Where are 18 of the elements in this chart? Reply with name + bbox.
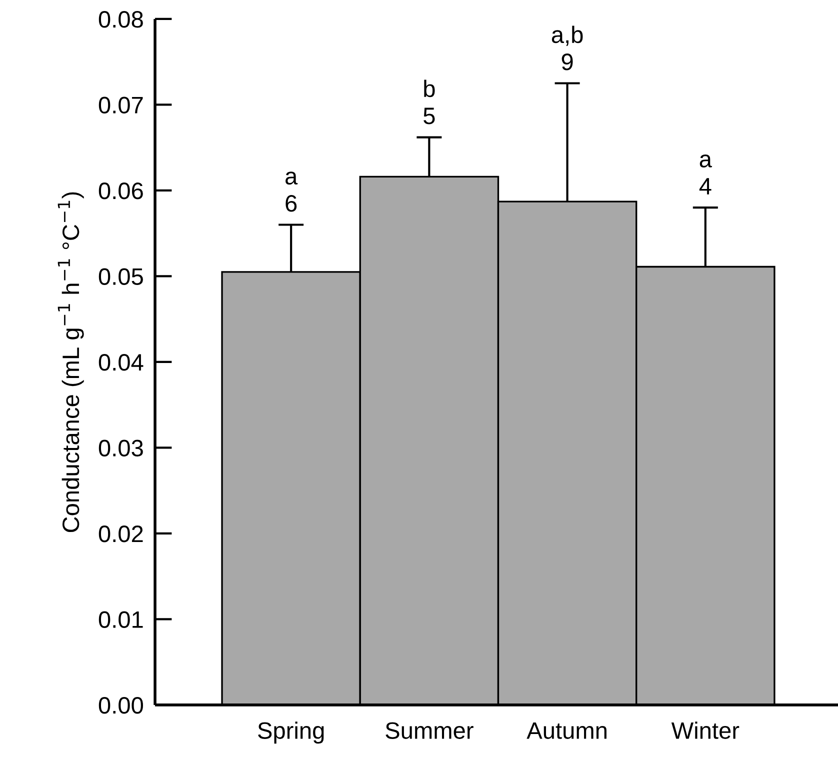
annotation: b 5: [424, 80, 435, 124]
y-tick-label: 0.04: [98, 354, 144, 371]
y-tick-label: 0.01: [98, 611, 143, 628]
x-tick-label: Autumn: [526, 722, 606, 739]
annotation: a 4: [699, 154, 712, 194]
y-tick-label: 0.02: [98, 526, 143, 542]
y-axis-title: Conductance (mL g$^{−1}$ h$^{−1}$ °C$^{−1}$): [58, 192, 84, 532]
y-tick-label: 0.06: [98, 182, 143, 200]
annotation: a 6: [286, 172, 298, 212]
y-tick-label: 0.03: [98, 440, 143, 456]
x-tick-label: Winter: [671, 722, 740, 739]
x-tick-label: Summer: [386, 722, 474, 739]
y-tick-label: 0.00: [98, 697, 143, 714]
y-tick-label: 0.07: [98, 96, 143, 114]
y-tick-label: 0.08: [98, 11, 143, 28]
annotation: a,b 9: [552, 26, 583, 70]
x-tick-label: Spring: [258, 722, 324, 744]
y-tick-label: 0.05: [98, 268, 143, 285]
